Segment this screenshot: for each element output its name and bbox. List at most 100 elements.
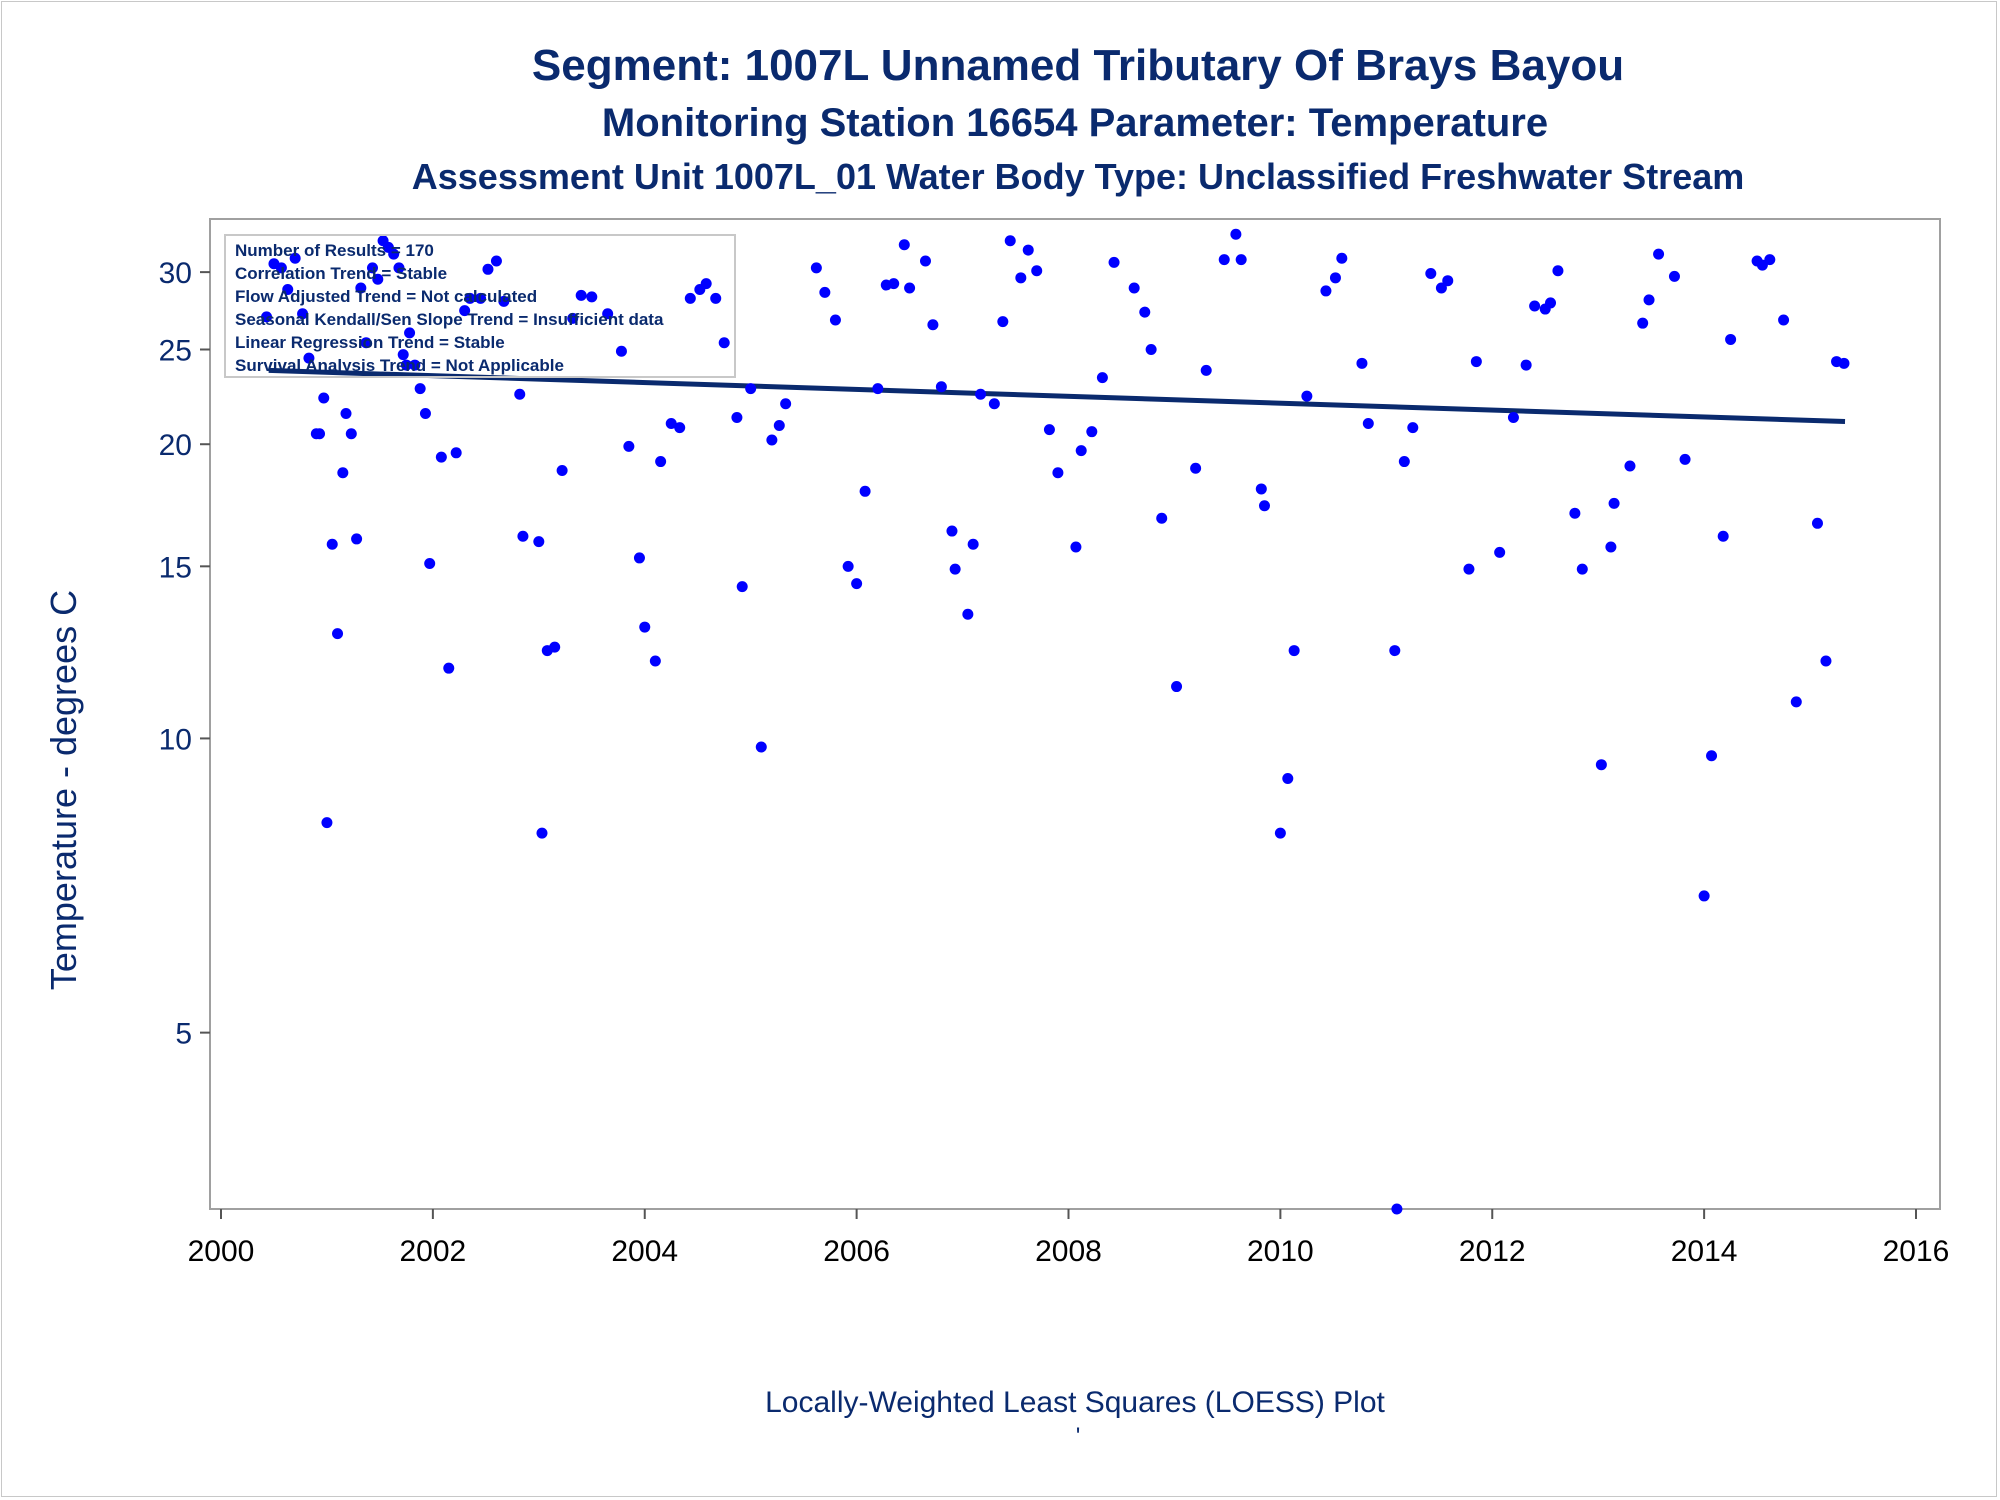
data-point — [536, 827, 548, 839]
data-point — [1576, 563, 1588, 575]
scatter-points — [261, 228, 1850, 1215]
data-point — [261, 311, 273, 323]
x-tick-label: 2014 — [1671, 1235, 1738, 1268]
data-point — [665, 418, 677, 430]
data-point — [946, 525, 958, 537]
data-point — [898, 239, 910, 251]
x-tick-label: 2008 — [1035, 1235, 1102, 1268]
data-point — [1764, 254, 1776, 266]
data-point — [517, 530, 529, 542]
chart-subtitle-2: Assessment Unit 1007L_01 Water Body Type… — [412, 156, 1745, 197]
info-line-flow-adjusted: Flow Adjusted Trend = Not calculated — [235, 287, 537, 306]
data-point — [404, 327, 416, 339]
data-point — [1015, 272, 1027, 284]
info-line-correlation: Correlation Trend = Stable — [235, 264, 447, 283]
data-point — [1301, 390, 1313, 402]
data-point — [549, 641, 561, 653]
data-point — [755, 741, 767, 753]
data-point — [1004, 235, 1016, 247]
data-point — [397, 349, 409, 361]
x-tick-label: 2010 — [1247, 1235, 1314, 1268]
data-point — [318, 392, 330, 404]
data-point — [745, 383, 757, 395]
data-point — [1096, 372, 1108, 384]
data-point — [967, 538, 979, 550]
data-point — [1442, 275, 1454, 287]
data-point — [1108, 256, 1120, 268]
y-axis-label: Temperature - degrees C — [43, 590, 84, 990]
data-point — [1698, 890, 1710, 902]
data-point — [464, 292, 476, 304]
data-point — [975, 388, 987, 400]
data-point — [303, 352, 315, 364]
data-point — [1235, 254, 1247, 266]
y-tick-label: 25 — [159, 335, 192, 368]
info-line-linear-regression: Linear Regression Trend = Stable — [235, 333, 505, 352]
data-point — [450, 447, 462, 459]
data-point — [1391, 1203, 1403, 1215]
data-point — [490, 255, 502, 267]
y-tick-label: 5 — [175, 1018, 192, 1051]
data-point — [1470, 356, 1482, 368]
data-point — [1389, 645, 1401, 657]
plot-area — [209, 218, 1941, 1210]
chart-subtitle: Monitoring Station 16654 Parameter: Temp… — [602, 101, 1548, 145]
data-point — [997, 316, 1009, 328]
info-box: Number of Results = 170 Correlation Tren… — [224, 234, 736, 378]
data-point — [710, 292, 722, 304]
data-point — [1070, 541, 1082, 553]
data-point — [1274, 827, 1286, 839]
data-point — [872, 383, 884, 395]
data-point — [1075, 445, 1087, 457]
data-point — [1282, 772, 1294, 784]
data-point — [297, 308, 309, 320]
data-point — [459, 305, 471, 317]
data-point — [482, 263, 494, 275]
data-point — [326, 538, 338, 550]
y-tick-label: 15 — [159, 551, 192, 584]
data-point — [1529, 300, 1541, 312]
data-point — [623, 440, 635, 452]
y-tick-label: 10 — [159, 723, 192, 756]
data-point — [1725, 333, 1737, 345]
info-line-seasonal-kendall: Seasonal Kendall/Sen Slope Trend = Insuf… — [235, 310, 664, 329]
data-point — [1653, 248, 1665, 260]
data-point — [1171, 681, 1183, 693]
data-point — [602, 308, 614, 320]
data-point — [962, 608, 974, 620]
data-point — [859, 485, 871, 497]
data-point — [1356, 357, 1368, 369]
data-point — [1838, 357, 1850, 369]
data-point — [1329, 272, 1341, 284]
chart-title: Segment: 1007L Unnamed Tributary Of Bray… — [532, 41, 1624, 90]
data-point — [345, 428, 357, 440]
data-point — [1608, 497, 1620, 509]
x-tick-label: 2000 — [188, 1235, 255, 1268]
data-point — [1288, 645, 1300, 657]
y-axis: 5 10 15 20 25 30 — [159, 257, 210, 1051]
data-point — [1520, 359, 1532, 371]
data-point — [810, 262, 822, 274]
data-point — [1552, 265, 1564, 277]
data-point — [1190, 462, 1202, 474]
data-point — [424, 558, 436, 570]
data-point — [1052, 467, 1064, 479]
data-point — [1336, 252, 1348, 264]
data-point — [773, 420, 785, 432]
data-point — [556, 464, 568, 476]
footnote-mark: ' — [1076, 1423, 1081, 1450]
data-point — [700, 278, 712, 290]
data-point — [949, 563, 961, 575]
data-point — [314, 428, 326, 440]
data-point — [888, 278, 900, 290]
data-point — [419, 408, 431, 420]
data-point — [633, 552, 645, 564]
data-point — [1031, 265, 1043, 277]
data-point — [355, 282, 367, 294]
data-point — [1820, 655, 1832, 667]
data-point — [337, 467, 349, 479]
data-point — [1128, 282, 1140, 294]
data-point — [400, 359, 412, 371]
